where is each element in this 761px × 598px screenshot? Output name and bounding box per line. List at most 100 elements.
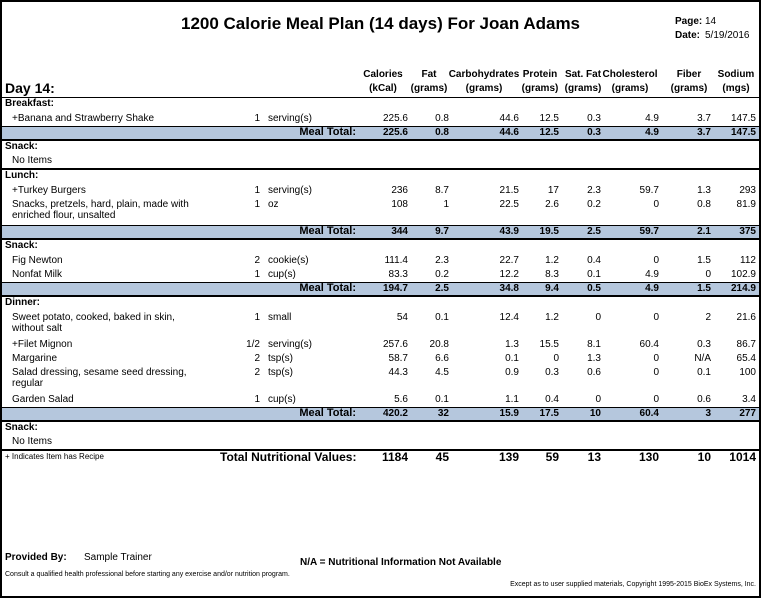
nutrient-value: 81.9 xyxy=(736,199,756,210)
meal-total-value: 344 xyxy=(391,226,408,237)
meal-total-value: 32 xyxy=(437,408,449,419)
meal-total-value: 0.5 xyxy=(587,283,601,294)
nutrient-value: 257.6 xyxy=(382,339,408,350)
nutrient-value: 0.4 xyxy=(545,394,559,405)
column-header: Carbohydrates (grams) xyxy=(444,68,524,96)
page-number-value: 14 xyxy=(705,16,717,27)
nutrient-value: 102.9 xyxy=(730,269,756,280)
provided-by-label: Provided By: xyxy=(5,552,67,563)
meal-total-value: 2.1 xyxy=(697,226,711,237)
section-heading: Snack: xyxy=(5,141,38,152)
meal-total-label: Meal Total: xyxy=(299,282,356,294)
section-heading: Dinner: xyxy=(5,297,40,308)
nutrient-value: 17 xyxy=(547,185,559,196)
meal-total-value: 9.4 xyxy=(545,283,559,294)
nutrient-value: 2.3 xyxy=(587,185,601,196)
nutrient-value: 83.3 xyxy=(388,269,408,280)
grand-total-value: 1184 xyxy=(381,450,408,464)
nutrient-value: 44.3 xyxy=(388,367,408,378)
copyright-note: Except as to user supplied materials, Co… xyxy=(510,581,756,588)
meal-total-value: 60.4 xyxy=(639,408,659,419)
meal-total-value: 277 xyxy=(739,408,756,419)
food-name: Salad dressing, sesame seed dressing, xyxy=(12,367,187,378)
food-quantity: 2 xyxy=(254,255,260,266)
empty-section-note: No Items xyxy=(12,436,53,447)
food-name: Nonfat Milk xyxy=(12,269,63,280)
nutrient-value: 0.8 xyxy=(435,113,449,124)
column-header-label: Carbohydrates xyxy=(448,69,520,80)
nutrient-value: 0 xyxy=(653,312,659,323)
provided-by-value: Sample Trainer xyxy=(84,552,152,563)
food-quantity: 1 xyxy=(254,394,260,405)
nutrient-value: 1.3 xyxy=(587,353,601,364)
nutrient-value: 111.4 xyxy=(384,255,408,266)
food-item: Salad dressing, sesame seed dressing, reg… xyxy=(12,367,197,389)
nutrient-value: 5.6 xyxy=(394,394,408,405)
food-unit: tsp(s) xyxy=(268,367,293,378)
nutrient-value: 21.5 xyxy=(499,185,519,196)
nutrient-value: 59.7 xyxy=(639,185,659,196)
nutrient-value: 2.6 xyxy=(545,199,559,210)
column-header-label: Cholesterol xyxy=(602,69,658,80)
nutrient-value: 15.5 xyxy=(539,339,559,350)
nutrient-value: 3.7 xyxy=(697,113,711,124)
column-header-unit: (mgs) xyxy=(722,83,750,94)
grand-total-value: 1014 xyxy=(729,450,756,464)
food-name: Fig Newton xyxy=(12,255,63,266)
recipe-note: + Indicates Item has Recipe xyxy=(5,452,104,461)
meal-total-value: 10 xyxy=(589,408,601,419)
nutrient-value: 86.7 xyxy=(736,339,756,350)
nutrient-value: 0 xyxy=(595,394,601,405)
nutrient-value: 4.9 xyxy=(645,113,659,124)
food-name: Sweet potato, cooked, baked in skin, xyxy=(12,312,175,323)
nutrient-value: 0 xyxy=(705,269,711,280)
column-header-unit: (grams) xyxy=(521,83,559,94)
divider xyxy=(2,238,759,240)
meal-total-value: 3.7 xyxy=(697,127,711,138)
grand-total-value: 139 xyxy=(498,450,519,464)
divider xyxy=(2,139,759,141)
food-item: +Turkey Burgers xyxy=(12,185,197,196)
meal-total-value: 4.9 xyxy=(645,127,659,138)
food-name: Margarine xyxy=(12,353,58,364)
nutrient-value: 12.5 xyxy=(539,113,559,124)
nutrient-value: 0.2 xyxy=(587,199,601,210)
food-unit: serving(s) xyxy=(268,113,312,124)
meal-total-value: 375 xyxy=(739,226,756,237)
page-number-label: Page: xyxy=(675,16,703,27)
food-quantity: 1 xyxy=(254,185,260,196)
column-header-label: Fiber xyxy=(676,69,702,80)
meal-total-value: 147.5 xyxy=(730,127,756,138)
food-quantity: 1 xyxy=(254,269,260,280)
nutrient-value: 0 xyxy=(653,255,659,266)
grand-total-value: 13 xyxy=(587,450,601,464)
meal-total-value: 2.5 xyxy=(587,226,601,237)
nutrient-value: 1.3 xyxy=(505,339,519,350)
meal-total-value: 44.6 xyxy=(499,127,519,138)
nutrient-value: 22.7 xyxy=(499,255,519,266)
nutrient-value: 8.3 xyxy=(545,269,559,280)
nutrient-value: 12.2 xyxy=(499,269,519,280)
meal-total-value: 2.5 xyxy=(435,283,449,294)
column-header-label: Protein xyxy=(522,69,558,80)
column-header-label: Sat. Fat xyxy=(564,69,602,80)
meal-total-value: 0.3 xyxy=(587,127,601,138)
meal-total-label: Meal Total: xyxy=(299,407,356,419)
nutrient-value: 22.5 xyxy=(499,199,519,210)
column-header: Calories (kCal) xyxy=(343,68,423,96)
nutrient-value: 293 xyxy=(739,185,756,196)
food-quantity: 1 xyxy=(254,199,260,210)
food-unit: serving(s) xyxy=(268,339,312,350)
food-item: Garden Salad xyxy=(12,394,197,405)
meal-total-value: 420.2 xyxy=(382,408,408,419)
meal-total-value: 4.9 xyxy=(645,283,659,294)
food-name-continued: enriched flour, unsalted xyxy=(12,210,116,221)
nutrient-value: 0.9 xyxy=(505,367,519,378)
meal-total-value: 15.9 xyxy=(499,408,519,419)
column-header-unit: (grams) xyxy=(410,83,448,94)
food-item: Fig Newton xyxy=(12,255,197,266)
section-heading: Lunch: xyxy=(5,170,39,181)
nutrient-value: 58.7 xyxy=(388,353,408,364)
nutrient-value: 1.3 xyxy=(697,185,711,196)
